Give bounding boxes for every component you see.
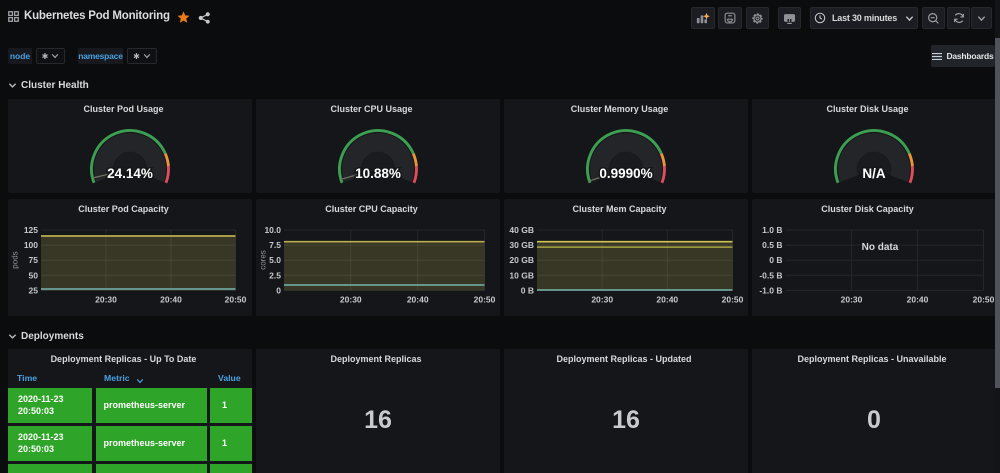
svg-text:100: 100 — [24, 240, 38, 250]
svg-text:40 GB: 40 GB — [509, 225, 534, 235]
svg-text:50: 50 — [29, 270, 39, 280]
svg-text:20:40: 20:40 — [407, 295, 429, 305]
svg-text:20:40: 20:40 — [907, 295, 929, 305]
svg-text:10.88%: 10.88% — [355, 166, 401, 181]
svg-text:cores: cores — [259, 250, 268, 270]
svg-text:20:50: 20:50 — [722, 295, 744, 305]
svg-text:10 GB: 10 GB — [509, 270, 534, 280]
svg-text:30 GB: 30 GB — [509, 240, 534, 250]
svg-text:20:30: 20:30 — [591, 295, 613, 305]
svg-text:7.5: 7.5 — [269, 240, 281, 250]
svg-text:20:50: 20:50 — [474, 295, 496, 305]
svg-text:5.0: 5.0 — [269, 255, 281, 265]
svg-text:20:40: 20:40 — [160, 295, 182, 305]
svg-text:No data: No data — [862, 242, 899, 253]
svg-text:24.14%: 24.14% — [107, 166, 153, 181]
svg-text:0: 0 — [276, 285, 281, 295]
svg-text:-1.0 B: -1.0 B — [759, 285, 782, 295]
svg-text:20:30: 20:30 — [841, 295, 863, 305]
svg-text:25: 25 — [29, 285, 39, 295]
svg-text:-0.5 B: -0.5 B — [759, 270, 782, 280]
svg-text:20:40: 20:40 — [656, 295, 678, 305]
svg-text:75: 75 — [29, 255, 39, 265]
svg-text:0 B: 0 B — [769, 255, 782, 265]
svg-text:20:50: 20:50 — [225, 295, 247, 305]
svg-text:20:30: 20:30 — [340, 295, 362, 305]
svg-text:20:50: 20:50 — [973, 295, 995, 305]
svg-text:0 B: 0 B — [521, 285, 534, 295]
svg-text:20:30: 20:30 — [95, 295, 117, 305]
svg-text:pods: pods — [11, 251, 20, 268]
svg-text:2.5: 2.5 — [269, 270, 281, 280]
svg-text:N/A: N/A — [862, 166, 886, 181]
svg-text:20 GB: 20 GB — [509, 255, 534, 265]
svg-text:10.0: 10.0 — [264, 225, 281, 235]
svg-text:0.9990%: 0.9990% — [599, 166, 652, 181]
svg-text:1.0 B: 1.0 B — [762, 225, 782, 235]
svg-text:125: 125 — [24, 225, 38, 235]
svg-text:0.5 B: 0.5 B — [762, 240, 782, 250]
